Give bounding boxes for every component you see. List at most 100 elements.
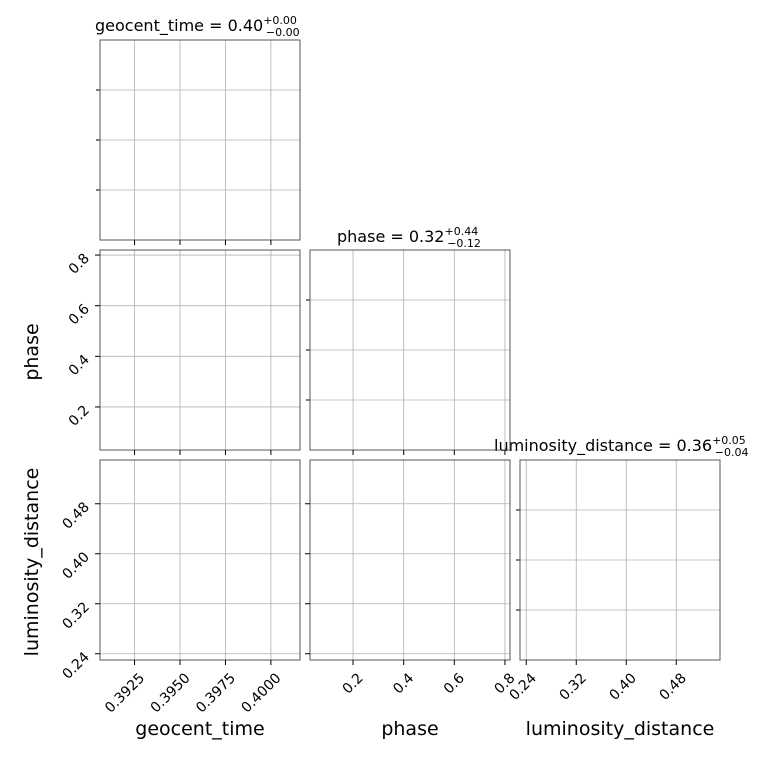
sample-dot xyxy=(108,581,110,583)
sample-dot xyxy=(241,259,243,261)
sample-dot xyxy=(136,360,138,362)
sample-dot xyxy=(320,555,322,557)
sample-dot xyxy=(334,593,336,595)
sample-dot xyxy=(164,577,166,579)
sample-dot xyxy=(375,575,377,577)
sample-dot xyxy=(257,608,259,610)
sample-dot xyxy=(239,385,241,387)
sample-dot xyxy=(369,591,371,593)
sample-dot xyxy=(125,589,127,591)
sample-dot xyxy=(412,588,414,590)
luminosity-distance-xtick-label-1: 0.32 xyxy=(557,670,590,703)
sample-dot xyxy=(322,558,324,560)
sample-dot xyxy=(373,562,375,564)
sample-dot xyxy=(246,274,248,276)
sample-dot xyxy=(118,601,120,603)
contour-level-1-0 xyxy=(315,535,459,623)
sample-dot xyxy=(422,577,424,579)
sample-dot xyxy=(255,382,257,384)
sample-dot xyxy=(154,640,156,642)
sample-dot xyxy=(160,598,162,600)
sample-dot xyxy=(205,383,207,385)
sample-dot xyxy=(239,252,241,254)
sample-dot xyxy=(249,275,251,277)
sample-dot xyxy=(139,317,141,319)
sample-dot xyxy=(260,613,262,615)
sample-dot xyxy=(240,590,242,592)
sample-dot xyxy=(278,384,280,386)
sample-dot xyxy=(232,368,234,370)
sample-dot xyxy=(138,323,140,325)
sample-dot xyxy=(251,251,253,253)
sample-dot xyxy=(138,548,140,550)
sample-dot xyxy=(113,608,115,610)
sample-dot xyxy=(379,548,381,550)
sample-dot xyxy=(373,555,375,557)
sample-dot xyxy=(154,315,156,317)
sample-dot xyxy=(243,633,245,635)
sample-dot xyxy=(245,582,247,584)
sample-dot xyxy=(235,241,237,243)
sample-dot xyxy=(246,561,248,563)
sample-dot xyxy=(184,612,186,614)
sample-dot xyxy=(360,560,362,562)
sample-dot xyxy=(418,564,420,566)
sample-dot xyxy=(296,329,298,331)
sample-dot xyxy=(239,599,241,601)
sample-dot xyxy=(428,627,430,629)
sample-dot xyxy=(120,576,122,578)
sample-dot xyxy=(321,384,323,386)
sample-dot xyxy=(239,258,241,260)
sample-dot xyxy=(376,613,378,615)
sample-dot xyxy=(355,596,357,598)
sample-dot xyxy=(448,592,450,594)
sample-dot xyxy=(507,537,509,539)
sample-dot xyxy=(512,489,514,491)
sample-dot xyxy=(375,601,377,603)
sample-dot xyxy=(279,629,281,631)
sample-dot xyxy=(121,565,123,567)
sample-dot xyxy=(390,619,392,621)
sample-dot xyxy=(366,557,368,559)
sample-dot xyxy=(393,631,395,633)
sample-dot xyxy=(417,580,419,582)
sample-dot xyxy=(160,617,162,619)
sample-dot xyxy=(334,585,336,587)
phase-vs-geocent-time-frame xyxy=(99,249,301,451)
sample-dot xyxy=(375,619,377,621)
sample-dot xyxy=(528,487,530,489)
sample-dot xyxy=(177,558,179,560)
sample-dot xyxy=(246,568,248,570)
sample-dot xyxy=(238,371,240,373)
sample-dot xyxy=(517,538,519,540)
sample-dot xyxy=(214,358,216,360)
sample-dot xyxy=(306,606,308,608)
sample-dot xyxy=(351,567,353,569)
sample-dot xyxy=(240,549,242,551)
sample-dot xyxy=(377,598,379,600)
sample-dot xyxy=(166,454,168,456)
sample-dot xyxy=(136,295,138,297)
sample-dot xyxy=(109,580,111,582)
sample-dot xyxy=(245,444,247,446)
density-blob-1 xyxy=(365,564,382,605)
sample-dot xyxy=(123,330,125,332)
sample-dot xyxy=(235,625,237,627)
sample-dot xyxy=(138,594,140,596)
sample-dot xyxy=(284,360,286,362)
sample-dot xyxy=(262,362,264,364)
sample-dot xyxy=(265,493,267,495)
sample-dot xyxy=(237,538,239,540)
sample-dot xyxy=(356,577,358,579)
sample-dot xyxy=(214,268,216,270)
sample-dot xyxy=(191,528,193,530)
sample-dot xyxy=(238,523,240,525)
sample-dot xyxy=(149,345,151,347)
sample-dot xyxy=(514,467,516,469)
sample-dot xyxy=(171,322,173,324)
sample-dot xyxy=(145,616,147,618)
sample-dot xyxy=(263,367,265,369)
sample-dot xyxy=(390,555,392,557)
sample-dot xyxy=(361,571,363,573)
sample-dot xyxy=(233,244,235,246)
